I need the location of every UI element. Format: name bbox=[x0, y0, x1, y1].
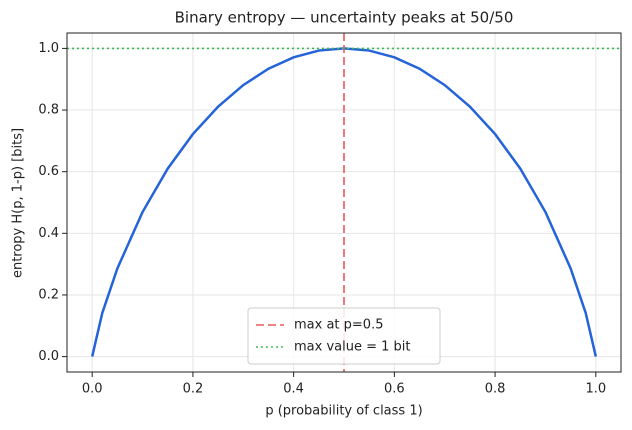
y-tick-label: 0.4 bbox=[38, 226, 59, 241]
x-tick-label: 0.6 bbox=[384, 382, 405, 397]
y-tick-label: 1.0 bbox=[38, 41, 59, 56]
y-tick-label: 0.8 bbox=[38, 103, 59, 118]
x-tick-label: 1.0 bbox=[585, 382, 606, 397]
chart-title: Binary entropy — uncertainty peaks at 50… bbox=[175, 9, 514, 27]
x-tick-label: 0.8 bbox=[485, 382, 506, 397]
x-tick-label: 0.2 bbox=[183, 382, 204, 397]
legend-label: max at p=0.5 bbox=[294, 318, 383, 333]
legend: max at p=0.5 max value = 1 bit bbox=[247, 307, 441, 365]
y-tick-label: 0.6 bbox=[38, 164, 59, 179]
plot-frame bbox=[66, 32, 622, 373]
y-tick-label: 0.0 bbox=[38, 349, 59, 364]
x-axis-label: p (probability of class 1) bbox=[265, 404, 422, 419]
y-tick-label: 0.2 bbox=[38, 287, 59, 302]
x-tick-label: 0.0 bbox=[82, 382, 103, 397]
x-tick-label: 0.4 bbox=[283, 382, 304, 397]
legend-box bbox=[247, 307, 441, 365]
legend-label: max value = 1 bit bbox=[294, 340, 411, 355]
y-axis-label: entropy H(p, 1-p) [bits] bbox=[11, 128, 26, 278]
